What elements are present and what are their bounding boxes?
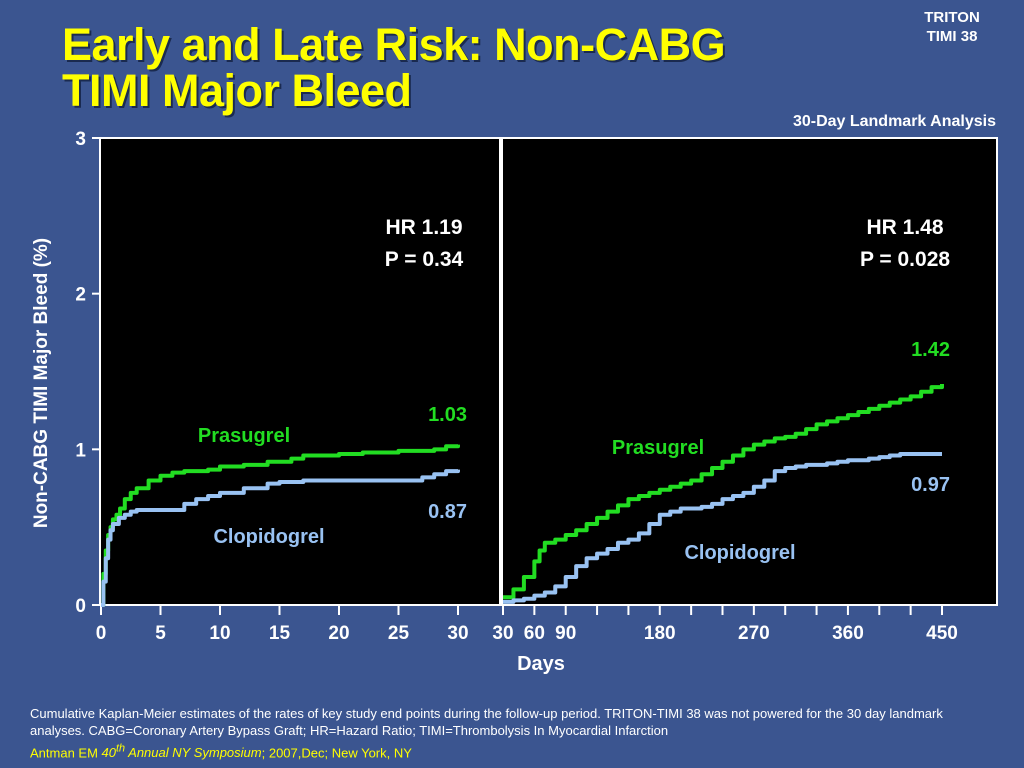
x-tick-label: 15 xyxy=(269,623,291,644)
x-tick-label: 10 xyxy=(209,623,230,644)
y-tick-label: 2 xyxy=(75,285,86,306)
citation-rest: ; 2007,Dec; New York, NY xyxy=(261,745,412,761)
x-tick-label: 25 xyxy=(388,623,410,644)
x-tick-label: 450 xyxy=(926,623,958,644)
footnote: Cumulative Kaplan-Meier estimates of the… xyxy=(30,706,943,738)
title-line-2: TIMI Major Bleed xyxy=(62,65,412,116)
series-label-prasugrel: Prasugrel xyxy=(198,425,290,447)
page-title: Early and Late Risk: Non-CABG TIMI Major… xyxy=(62,19,726,116)
end-value-label-clopidogrel: 0.97 xyxy=(911,474,950,496)
series-line-prasugrel-late xyxy=(503,383,944,600)
x-tick-label: 180 xyxy=(644,623,676,644)
brand-line-2: TIMI 38 xyxy=(926,28,978,45)
citation-number: 40 xyxy=(101,745,116,761)
x-tick-label: 60 xyxy=(524,623,545,644)
y-tick-label: 0 xyxy=(75,596,86,617)
title-line-1: Early and Late Risk: Non-CABG xyxy=(62,19,726,70)
series-label-clopidogrel: Clopidogrel xyxy=(213,526,324,548)
end-value-label-prasugrel: 1.42 xyxy=(911,339,950,361)
series-label-prasugrel: Prasugrel xyxy=(612,437,704,459)
x-axis-label: Days xyxy=(517,653,565,675)
citation-event: Annual NY Symposium xyxy=(125,745,262,761)
x-tick-label: 30 xyxy=(492,623,513,644)
series-line-clopidogrel-late xyxy=(503,452,942,604)
end-value-label-prasugrel: 1.03 xyxy=(428,404,467,426)
plot-area-late xyxy=(501,137,998,606)
hazard-ratio-label: HR 1.48 xyxy=(866,216,943,239)
citation-superscript: th xyxy=(116,743,126,755)
p-value-label: P = 0.028 xyxy=(860,248,950,271)
landmark-label: 30-Day Landmark Analysis xyxy=(792,113,996,130)
x-tick-label: 0 xyxy=(96,623,107,644)
brand-line-1: TRITON xyxy=(924,9,980,26)
series-label-clopidogrel: Clopidogrel xyxy=(684,542,795,564)
x-tick-label: 90 xyxy=(555,623,576,644)
plot-area-early xyxy=(99,137,501,606)
trial-brand: TRITON TIMI 38 xyxy=(902,8,1002,46)
x-tick-label: 20 xyxy=(328,623,349,644)
x-tick-label: 360 xyxy=(832,623,864,644)
end-value-label-clopidogrel: 0.87 xyxy=(428,501,467,523)
hazard-ratio-label: HR 1.19 xyxy=(385,216,462,239)
citation: Antman EM 40th Annual NY Symposium; 2007… xyxy=(30,743,412,760)
y-tick-label: 3 xyxy=(75,129,86,150)
x-tick-label: 30 xyxy=(447,623,468,644)
x-tick-label: 5 xyxy=(155,623,166,644)
p-value-label: P = 0.34 xyxy=(385,248,464,271)
citation-author: Antman EM xyxy=(30,745,102,761)
x-tick-label: 270 xyxy=(738,623,770,644)
y-tick-label: 1 xyxy=(75,440,86,461)
series-line-clopidogrel-early xyxy=(101,469,460,607)
